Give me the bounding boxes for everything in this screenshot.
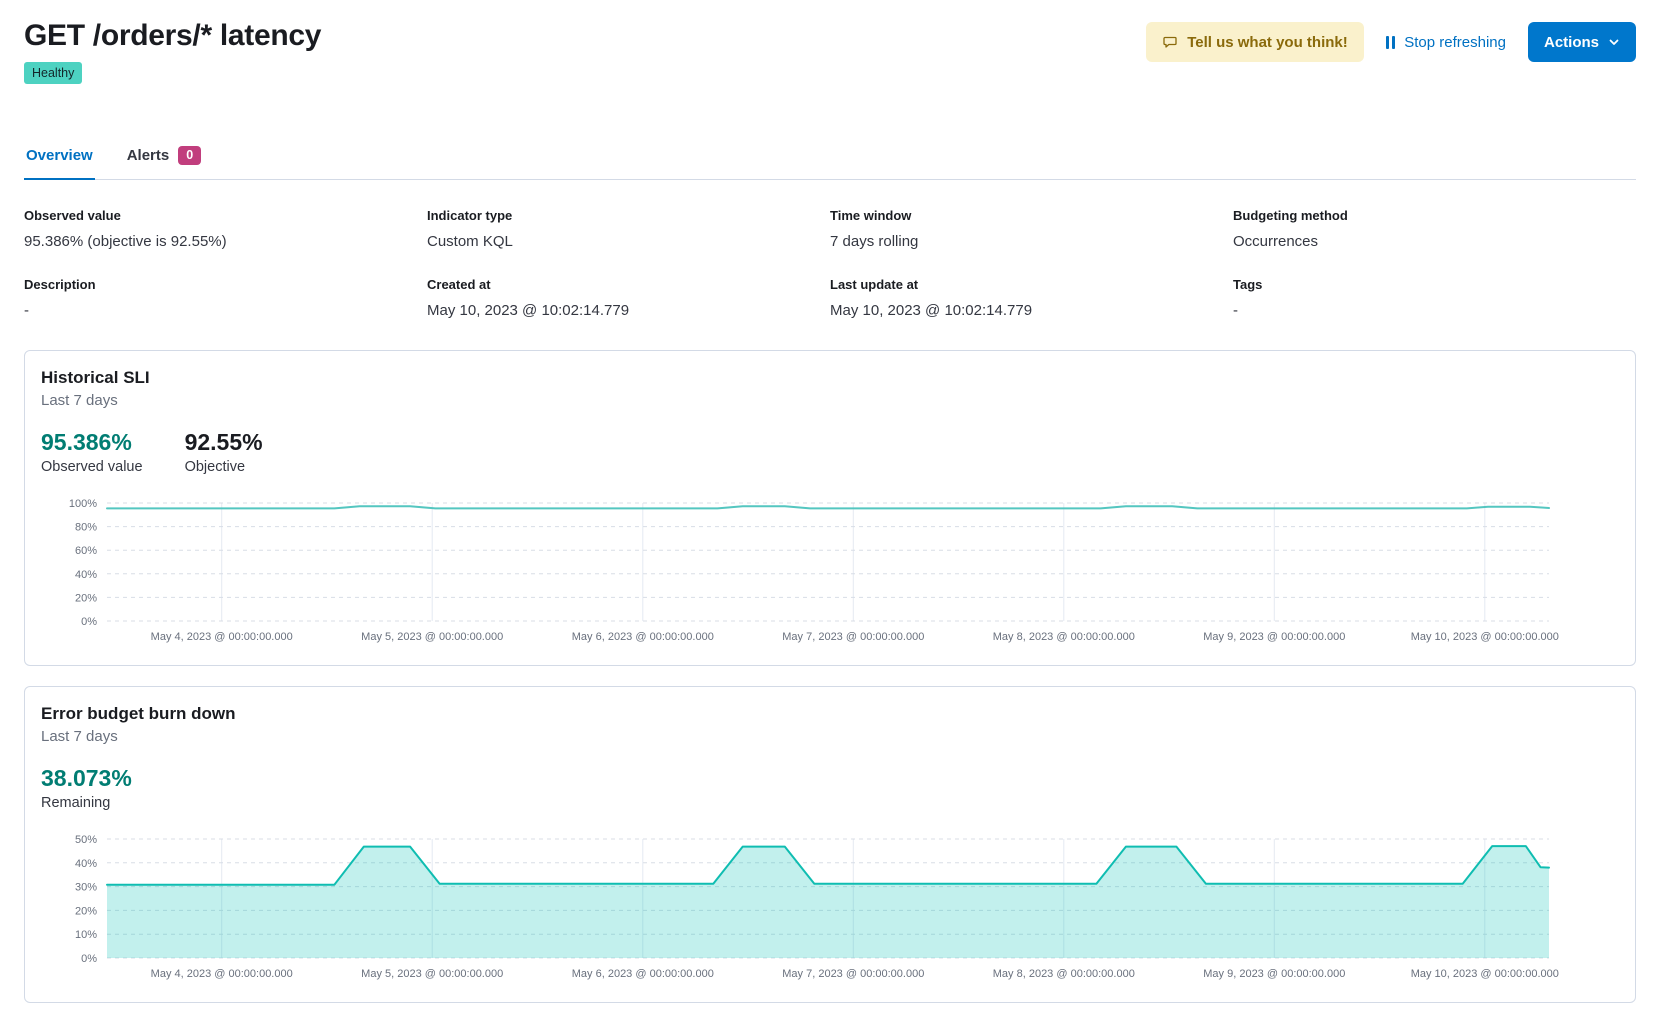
metadata-value: 95.386% (objective is 92.55%) [24, 233, 227, 250]
metadata-label: Last update at [830, 277, 919, 292]
svg-text:May 8, 2023 @ 00:00:00.000: May 8, 2023 @ 00:00:00.000 [993, 968, 1135, 980]
pause-icon [1385, 35, 1396, 49]
metadata-label: Indicator type [427, 208, 513, 223]
metadata-label: Budgeting method [1233, 208, 1348, 223]
page-header-left: GET /orders/* latency Healthy [24, 18, 321, 84]
metadata-label: Description [24, 277, 96, 292]
historical-sli-panel: Historical SLI Last 7 days 95.386% Obser… [24, 350, 1636, 666]
metadata-item-created-at: Created at May 10, 2023 @ 10:02:14.779 [427, 277, 830, 320]
tab-alerts[interactable]: Alerts 0 [125, 146, 203, 180]
feedback-button-label: Tell us what you think! [1187, 33, 1348, 51]
stop-refreshing-label: Stop refreshing [1404, 33, 1506, 51]
metadata-value: Occurrences [1233, 233, 1319, 250]
metadata-item-description: Description - [24, 277, 427, 320]
historical-sli-chart[interactable]: May 4, 2023 @ 00:00:00.000 May 5, 2023 @ … [41, 495, 1619, 649]
svg-text:80%: 80% [75, 522, 97, 534]
svg-text:May 6, 2023 @ 00:00:00.000: May 6, 2023 @ 00:00:00.000 [572, 631, 714, 643]
stat-remaining: 38.073% Remaining [41, 765, 132, 811]
svg-text:May 7, 2023 @ 00:00:00.000: May 7, 2023 @ 00:00:00.000 [782, 968, 924, 980]
slo-metadata-grid: Observed value 95.386% (objective is 92.… [24, 208, 1636, 320]
svg-text:May 10, 2023 @ 00:00:00.000: May 10, 2023 @ 00:00:00.000 [1411, 968, 1559, 980]
metadata-value: - [24, 302, 29, 319]
metadata-label: Created at [427, 277, 491, 292]
metadata-label: Observed value [24, 208, 121, 223]
page-header: GET /orders/* latency Healthy Tell us wh… [24, 18, 1636, 84]
speech-bubble-icon [1162, 34, 1178, 50]
stat-label: Remaining [41, 795, 111, 811]
error-budget-chart[interactable]: May 4, 2023 @ 00:00:00.000 May 5, 2023 @ … [41, 831, 1619, 986]
tab-bar: Overview Alerts 0 [24, 146, 1636, 180]
stat-label: Observed value [41, 459, 143, 475]
svg-text:May 5, 2023 @ 00:00:00.000: May 5, 2023 @ 00:00:00.000 [361, 631, 503, 643]
actions-button-label: Actions [1543, 33, 1599, 51]
svg-text:10%: 10% [75, 929, 97, 941]
feedback-button[interactable]: Tell us what you think! [1146, 22, 1364, 62]
metadata-item-observed-value: Observed value 95.386% (objective is 92.… [24, 208, 427, 251]
metadata-value: May 10, 2023 @ 10:02:14.779 [830, 302, 1033, 319]
tab-overview-label: Overview [26, 147, 93, 164]
svg-text:May 10, 2023 @ 00:00:00.000: May 10, 2023 @ 00:00:00.000 [1411, 631, 1559, 643]
stop-refreshing-button[interactable]: Stop refreshing [1385, 33, 1506, 51]
svg-text:40%: 40% [75, 858, 97, 870]
svg-text:May 6, 2023 @ 00:00:00.000: May 6, 2023 @ 00:00:00.000 [572, 968, 714, 980]
metadata-item-time-window: Time window 7 days rolling [830, 208, 1233, 251]
tab-alerts-label: Alerts [126, 147, 170, 164]
metadata-value: 7 days rolling [830, 233, 919, 250]
metadata-item-tags: Tags - [1233, 277, 1636, 320]
stat-value: 95.386% [41, 429, 132, 455]
metadata-label: Tags [1233, 277, 1263, 292]
svg-text:May 4, 2023 @ 00:00:00.000: May 4, 2023 @ 00:00:00.000 [151, 631, 293, 643]
svg-text:20%: 20% [75, 905, 97, 917]
svg-text:May 5, 2023 @ 00:00:00.000: May 5, 2023 @ 00:00:00.000 [361, 968, 503, 980]
svg-text:100%: 100% [69, 498, 97, 510]
svg-text:May 9, 2023 @ 00:00:00.000: May 9, 2023 @ 00:00:00.000 [1203, 968, 1345, 980]
status-badge: Healthy [24, 62, 83, 84]
svg-text:May 8, 2023 @ 00:00:00.000: May 8, 2023 @ 00:00:00.000 [993, 631, 1135, 643]
tab-overview[interactable]: Overview [24, 146, 95, 180]
svg-text:0%: 0% [81, 616, 97, 628]
svg-text:30%: 30% [75, 882, 97, 894]
metadata-value: - [1233, 302, 1238, 319]
alerts-count-badge: 0 [178, 146, 202, 165]
svg-text:50%: 50% [75, 834, 97, 846]
metadata-label: Time window [830, 208, 912, 223]
panel-subtitle: Last 7 days [41, 728, 118, 745]
metadata-item-budgeting-method: Budgeting method Occurrences [1233, 208, 1636, 251]
svg-text:60%: 60% [75, 545, 97, 557]
page-title: GET /orders/* latency [24, 19, 322, 52]
svg-text:May 4, 2023 @ 00:00:00.000: May 4, 2023 @ 00:00:00.000 [151, 968, 293, 980]
chevron-down-icon [1608, 36, 1620, 48]
metadata-item-indicator-type: Indicator type Custom KQL [427, 208, 830, 251]
stats-row: 95.386% Observed value 92.55% Objective [41, 429, 1619, 475]
metadata-item-last-update-at: Last update at May 10, 2023 @ 10:02:14.7… [830, 277, 1233, 320]
stat-objective: 92.55% Objective [185, 429, 263, 475]
stat-observed-value: 95.386% Observed value [41, 429, 143, 475]
stat-value: 38.073% [41, 765, 132, 791]
panel-title: Error budget burn down [41, 704, 236, 723]
metadata-value: Custom KQL [427, 233, 513, 250]
metadata-value: May 10, 2023 @ 10:02:14.779 [427, 302, 630, 319]
svg-text:40%: 40% [75, 569, 97, 581]
actions-button[interactable]: Actions [1527, 22, 1636, 62]
panel-subtitle: Last 7 days [41, 392, 118, 409]
svg-text:20%: 20% [75, 592, 97, 604]
svg-text:0%: 0% [81, 953, 97, 965]
stat-value: 92.55% [184, 429, 263, 455]
svg-text:May 7, 2023 @ 00:00:00.000: May 7, 2023 @ 00:00:00.000 [782, 631, 924, 643]
error-budget-panel: Error budget burn down Last 7 days 38.07… [24, 686, 1636, 1003]
stats-row: 38.073% Remaining [41, 765, 1619, 811]
page-header-actions: Tell us what you think! Stop refreshing … [1146, 18, 1636, 62]
panel-title: Historical SLI [41, 368, 150, 387]
stat-label: Objective [184, 459, 246, 475]
svg-text:May 9, 2023 @ 00:00:00.000: May 9, 2023 @ 00:00:00.000 [1203, 631, 1345, 643]
